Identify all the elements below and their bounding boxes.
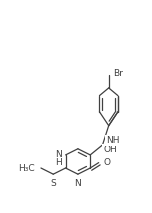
Text: N: N xyxy=(55,150,62,159)
Text: S: S xyxy=(50,179,56,188)
Text: Br: Br xyxy=(113,69,123,78)
Text: O: O xyxy=(103,158,110,167)
Text: NH: NH xyxy=(106,136,120,145)
Text: H₃C: H₃C xyxy=(18,164,35,173)
Text: N: N xyxy=(74,179,81,188)
Text: H: H xyxy=(55,158,62,167)
Text: OH: OH xyxy=(103,145,117,154)
